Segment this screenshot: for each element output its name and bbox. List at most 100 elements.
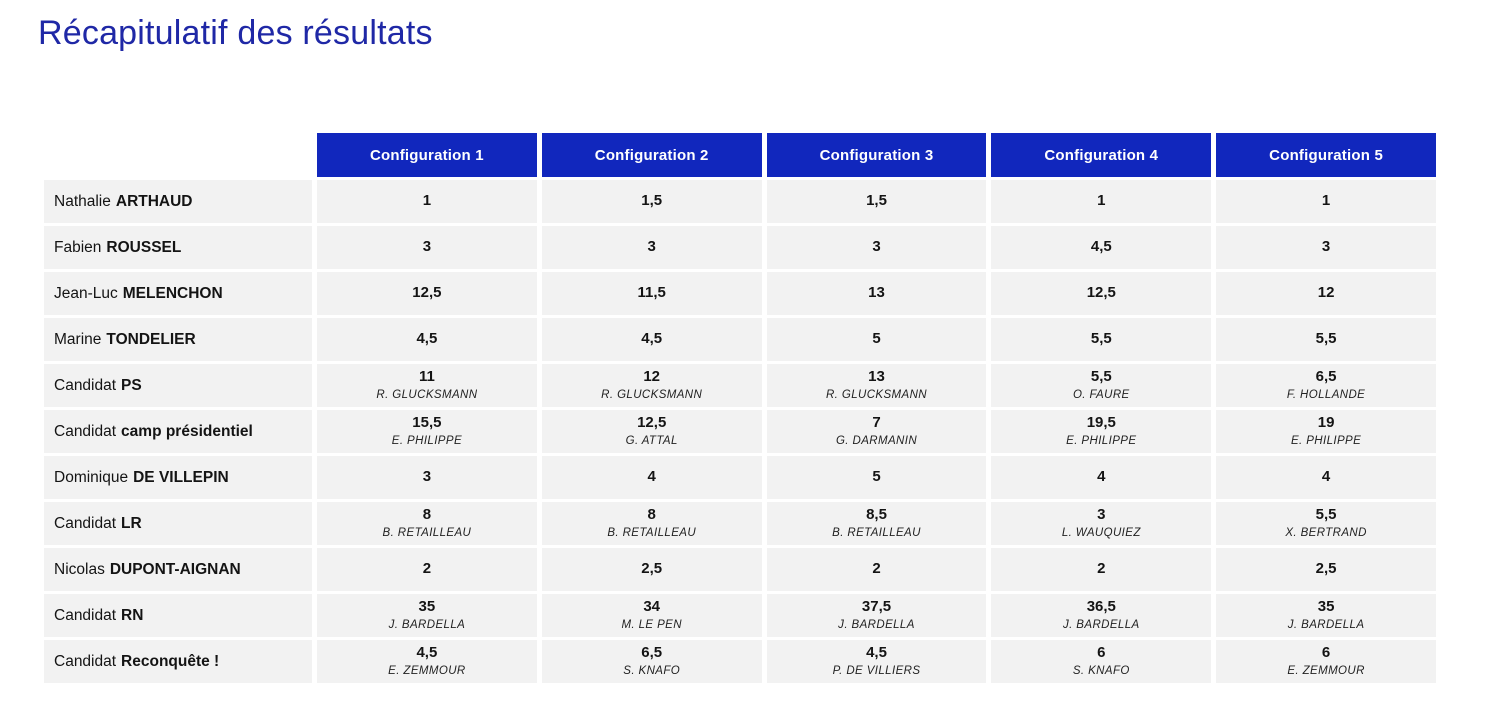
tested-candidate-name: S. KNAFO bbox=[623, 665, 681, 678]
candidate-last-name: ROUSSEL bbox=[106, 238, 182, 256]
result-cell: 34 M. LE PEN bbox=[541, 594, 762, 637]
column-header-configuration-4: Configuration 4 bbox=[991, 133, 1212, 177]
result-value: 3 bbox=[647, 238, 656, 256]
candidate-label: Dominique DE VILLEPIN bbox=[44, 456, 312, 499]
candidate-label: Candidat camp présidentiel bbox=[44, 410, 312, 453]
tested-candidate-name: E. ZEMMOUR bbox=[388, 665, 466, 678]
result-value: 13 bbox=[868, 284, 885, 302]
result-cell: 3 bbox=[317, 456, 537, 499]
result-value: 13 bbox=[868, 368, 885, 386]
candidate-label: Candidat PS bbox=[44, 364, 312, 407]
result-cell: 4,5 E. ZEMMOUR bbox=[317, 640, 537, 683]
result-cell: 2,5 bbox=[1216, 548, 1436, 591]
result-cell: 3 L. WAUQUIEZ bbox=[991, 502, 1212, 545]
result-value: 1 bbox=[1321, 192, 1331, 210]
result-value: 6,5 bbox=[1315, 368, 1337, 386]
result-value: 35 bbox=[1317, 598, 1335, 616]
result-value: 19 bbox=[1317, 414, 1335, 432]
result-value: 5,5 bbox=[1090, 330, 1112, 348]
candidate-label: Jean-Luc MELENCHON bbox=[44, 272, 312, 315]
tested-candidate-name: R. GLUCKSMANN bbox=[825, 389, 928, 402]
results-table: Configuration 1 Configuration 2 Configur… bbox=[44, 133, 1436, 683]
tested-candidate-name: E. PHILIPPE bbox=[1290, 435, 1362, 448]
result-value: 3 bbox=[422, 238, 432, 256]
result-value: 5,5 bbox=[1090, 368, 1112, 386]
result-cell: 4,5 bbox=[991, 226, 1212, 269]
page-title: Récapitulatif des résultats bbox=[38, 14, 433, 52]
candidate-first-name: Marine bbox=[54, 330, 102, 348]
candidate-last-name: LR bbox=[121, 514, 142, 532]
result-value: 1 bbox=[1097, 192, 1106, 210]
candidate-label: Candidat Reconquête ! bbox=[44, 640, 312, 683]
result-cell: 37,5 J. BARDELLA bbox=[766, 594, 987, 637]
candidate-last-name: TONDELIER bbox=[106, 330, 196, 348]
result-cell: 11 R. GLUCKSMANN bbox=[317, 364, 537, 407]
candidate-first-name: Candidat bbox=[54, 606, 117, 624]
result-value: 12,5 bbox=[637, 414, 667, 432]
result-value: 12 bbox=[643, 368, 661, 386]
tested-candidate-name: R. GLUCKSMANN bbox=[376, 389, 478, 402]
candidate-last-name: ARTHAUD bbox=[115, 192, 193, 210]
result-cell: 4 bbox=[991, 456, 1212, 499]
tested-candidate-name: E. PHILIPPE bbox=[391, 435, 463, 448]
result-value: 4 bbox=[647, 468, 656, 486]
result-cell: 8 B. RETAILLEAU bbox=[541, 502, 762, 545]
result-value: 5 bbox=[872, 330, 881, 348]
tested-candidate-name: P. DE VILLIERS bbox=[832, 665, 921, 678]
candidate-first-name: Jean-Luc bbox=[54, 284, 118, 302]
result-cell: 35 J. BARDELLA bbox=[317, 594, 537, 637]
result-value: 11 bbox=[418, 368, 435, 386]
candidate-last-name: RN bbox=[121, 606, 144, 624]
column-header-configuration-1: Configuration 1 bbox=[317, 133, 537, 177]
result-value: 2,5 bbox=[641, 560, 663, 578]
result-cell: 3 bbox=[1216, 226, 1436, 269]
result-value: 4,5 bbox=[641, 330, 663, 348]
result-value: 36,5 bbox=[1086, 598, 1116, 616]
result-cell: 4,5 bbox=[541, 318, 762, 361]
result-cell: 11,5 bbox=[541, 272, 762, 315]
candidate-first-name: Nathalie bbox=[54, 192, 111, 210]
result-value: 3 bbox=[422, 468, 432, 486]
tested-candidate-name: F. HOLLANDE bbox=[1286, 389, 1366, 402]
tested-candidate-name: G. ATTAL bbox=[625, 435, 678, 448]
result-cell: 12 R. GLUCKSMANN bbox=[541, 364, 762, 407]
tested-candidate-name: B. RETAILLEAU bbox=[382, 527, 472, 540]
candidate-label: Candidat LR bbox=[44, 502, 312, 545]
candidate-last-name: Reconquête ! bbox=[121, 652, 220, 670]
result-value: 37,5 bbox=[861, 598, 892, 616]
tested-candidate-name: M. LE PEN bbox=[621, 619, 682, 632]
column-header-configuration-2: Configuration 2 bbox=[541, 133, 762, 177]
result-value: 34 bbox=[643, 598, 661, 616]
result-cell: 2 bbox=[317, 548, 537, 591]
result-value: 8 bbox=[422, 506, 432, 524]
result-value: 4 bbox=[1097, 468, 1106, 486]
result-value: 3 bbox=[872, 238, 881, 256]
result-cell: 5 bbox=[766, 456, 987, 499]
result-value: 4,5 bbox=[416, 330, 438, 348]
result-value: 5,5 bbox=[1315, 330, 1337, 348]
result-cell: 12,5 G. ATTAL bbox=[541, 410, 762, 453]
result-value: 4,5 bbox=[416, 644, 438, 662]
candidate-first-name: Candidat bbox=[54, 422, 117, 440]
candidate-last-name: MELENCHON bbox=[122, 284, 223, 302]
tested-candidate-name: E. PHILIPPE bbox=[1066, 435, 1137, 448]
candidate-last-name: camp présidentiel bbox=[121, 422, 253, 440]
result-cell: 2 bbox=[766, 548, 987, 591]
tested-candidate-name: O. FAURE bbox=[1072, 389, 1130, 402]
result-cell: 35 J. BARDELLA bbox=[1216, 594, 1436, 637]
result-value: 12,5 bbox=[1086, 284, 1116, 302]
result-cell: 2 bbox=[991, 548, 1212, 591]
result-value: 6,5 bbox=[641, 644, 663, 662]
result-cell: 8 B. RETAILLEAU bbox=[317, 502, 537, 545]
result-cell: 1,5 bbox=[766, 180, 987, 223]
column-header-configuration-5: Configuration 5 bbox=[1216, 133, 1436, 177]
result-cell: 5,5 bbox=[991, 318, 1212, 361]
result-value: 2 bbox=[872, 560, 881, 578]
candidate-label: Nicolas DUPONT-AIGNAN bbox=[44, 548, 312, 591]
result-cell: 3 bbox=[541, 226, 762, 269]
result-cell: 12,5 bbox=[317, 272, 537, 315]
result-value: 4,5 bbox=[1090, 238, 1112, 256]
result-value: 2 bbox=[422, 560, 432, 578]
tested-candidate-name: B. RETAILLEAU bbox=[832, 527, 921, 540]
result-cell: 6,5 S. KNAFO bbox=[541, 640, 762, 683]
